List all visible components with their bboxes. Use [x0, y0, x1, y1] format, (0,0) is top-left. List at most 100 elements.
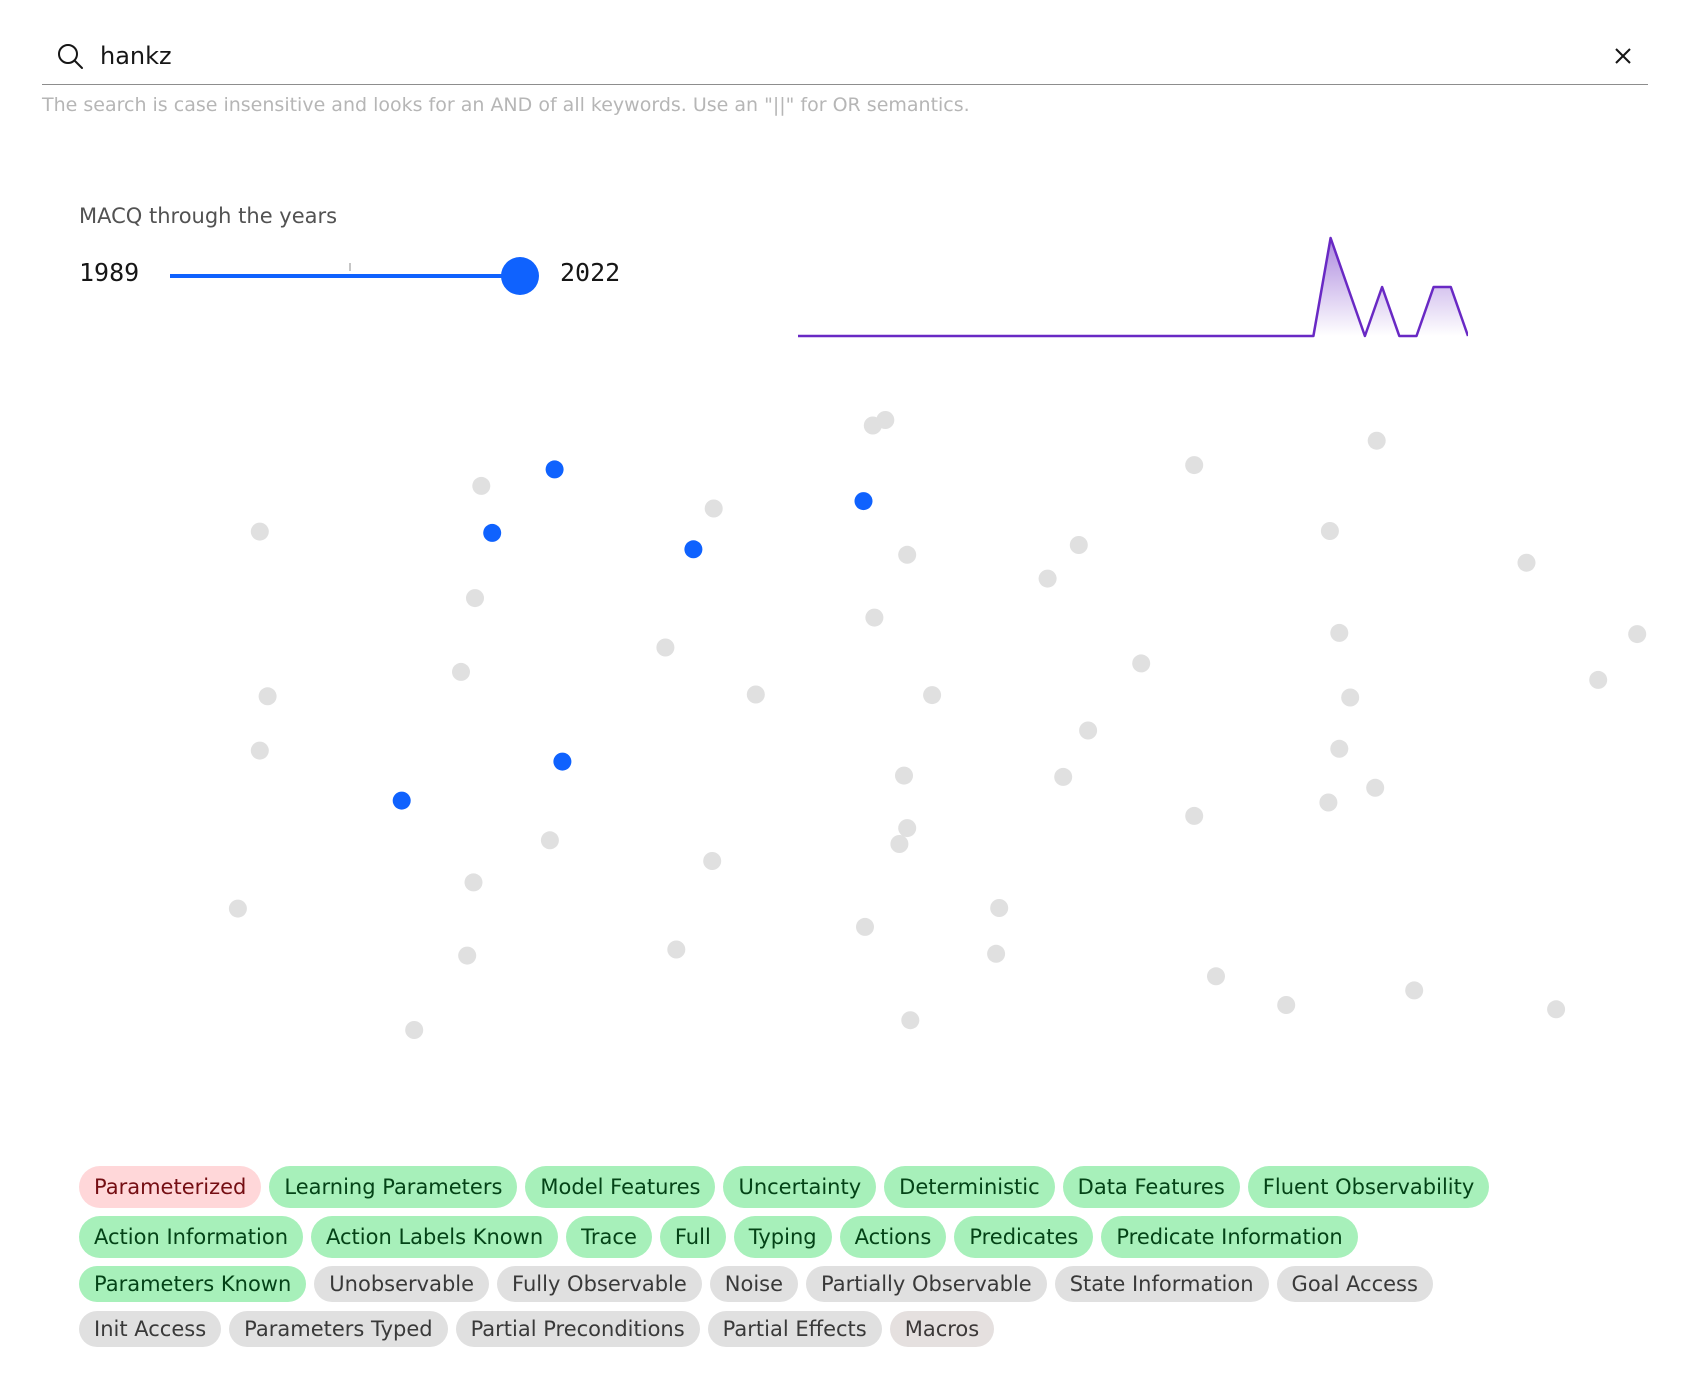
tag-uncertainty[interactable]: Uncertainty [723, 1166, 877, 1208]
search-icon [58, 44, 83, 69]
paper-point[interactable] [1185, 456, 1204, 475]
sparkline-area [798, 238, 1468, 336]
tag-unobservable[interactable]: Unobservable [314, 1266, 490, 1302]
tag-learning-parameters[interactable]: Learning Parameters [269, 1166, 518, 1208]
paper-point[interactable] [890, 835, 909, 853]
paper-point[interactable] [250, 522, 269, 541]
year-max-label: 2022 [560, 258, 621, 287]
paper-point[interactable] [703, 852, 722, 870]
paper-point[interactable] [1366, 778, 1385, 797]
paper-point[interactable] [1319, 793, 1338, 812]
tag-fluent-observability[interactable]: Fluent Observability [1247, 1166, 1490, 1208]
search-bar [42, 28, 1648, 85]
tag-fully-observable[interactable]: Fully Observable [497, 1266, 702, 1302]
tag-predicate-information[interactable]: Predicate Information [1101, 1216, 1358, 1258]
paper-point[interactable] [458, 946, 477, 965]
paper-point[interactable] [923, 686, 942, 705]
paper-point[interactable] [1069, 536, 1088, 554]
paper-point[interactable] [1207, 967, 1225, 986]
paper-point[interactable] [1547, 1000, 1566, 1019]
tag-predicates[interactable]: Predicates [954, 1216, 1094, 1258]
paper-point[interactable] [1330, 623, 1349, 642]
tag-row: Action Information Action Labels Known Tra… [79, 1216, 1679, 1258]
tag-actions[interactable]: Actions [839, 1216, 947, 1258]
paper-point[interactable] [667, 940, 686, 959]
paper-point[interactable] [1079, 721, 1098, 740]
tag-partial-preconditions[interactable]: Partial Preconditions [455, 1311, 700, 1347]
tag-full[interactable]: Full [659, 1216, 726, 1258]
year-slider-handle[interactable] [501, 257, 539, 295]
paper-point[interactable] [250, 741, 269, 760]
paper-point[interactable] [876, 411, 895, 429]
paper-point[interactable] [898, 545, 917, 564]
paper-point[interactable] [898, 819, 917, 838]
tag-model-features[interactable]: Model Features [525, 1166, 716, 1208]
paper-point[interactable] [987, 944, 1006, 963]
year-min-label: 1989 [79, 258, 140, 287]
year-slider-tick [349, 263, 351, 271]
paper-point[interactable] [258, 687, 277, 706]
tag-parameters-typed[interactable]: Parameters Typed [229, 1311, 448, 1347]
paper-point[interactable] [1132, 654, 1151, 673]
paper-point[interactable] [1628, 625, 1647, 644]
paper-point[interactable] [1367, 431, 1386, 450]
tag-row: Parameterized Learning Parameters Model Fe… [79, 1166, 1679, 1208]
tag-data-features[interactable]: Data Features [1062, 1166, 1240, 1208]
paper-point[interactable] [464, 873, 483, 892]
paper-point[interactable] [228, 899, 247, 918]
paper-point[interactable] [895, 766, 913, 785]
tag-action-labels-known[interactable]: Action Labels Known [311, 1216, 559, 1258]
paper-point-highlighted[interactable] [483, 523, 502, 542]
feature-tags: Parameterized Learning Parameters Model Fe… [79, 1166, 1679, 1356]
timeline-title: MACQ through the years [79, 204, 338, 228]
tag-goal-access[interactable]: Goal Access [1276, 1266, 1433, 1302]
search-input[interactable] [100, 36, 1580, 76]
tag-state-information[interactable]: State Information [1054, 1266, 1269, 1302]
paper-point[interactable] [452, 662, 470, 681]
paper-point[interactable] [1320, 522, 1339, 540]
paper-point[interactable] [1517, 553, 1536, 572]
paper-point[interactable] [746, 685, 765, 704]
paper-point-highlighted[interactable] [392, 791, 411, 810]
paper-point-highlighted[interactable] [854, 492, 873, 511]
publications-sparkline [798, 236, 1468, 338]
paper-point[interactable] [704, 499, 723, 518]
sparkline-line [798, 236, 1468, 338]
tag-macros[interactable]: Macros [889, 1311, 995, 1347]
paper-point-highlighted[interactable] [553, 752, 572, 771]
paper-point[interactable] [1054, 767, 1073, 786]
paper-point[interactable] [1185, 806, 1204, 825]
paper-point[interactable] [1330, 739, 1349, 758]
year-slider[interactable] [170, 257, 539, 295]
tag-parameterized[interactable]: Parameterized [79, 1166, 262, 1208]
tag-typing[interactable]: Typing [733, 1216, 832, 1258]
tag-parameters-known[interactable]: Parameters Known [79, 1266, 307, 1302]
paper-point[interactable] [1341, 688, 1360, 707]
tag-deterministic[interactable]: Deterministic [884, 1166, 1055, 1208]
tag-row: Init Access Parameters Typed Partial Preco… [79, 1311, 1679, 1347]
tag-partial-effects[interactable]: Partial Effects [707, 1311, 882, 1347]
tag-partially-observable[interactable]: Partially Observable [806, 1266, 1047, 1302]
paper-point[interactable] [466, 589, 484, 608]
paper-point[interactable] [1277, 996, 1296, 1014]
paper-point[interactable] [865, 608, 884, 627]
paper-point[interactable] [405, 1021, 424, 1039]
paper-point[interactable] [901, 1011, 920, 1030]
paper-point[interactable] [856, 917, 874, 936]
search-helper-text: The search is case insensitive and looks… [42, 94, 970, 116]
paper-point[interactable] [1038, 569, 1057, 588]
paper-point[interactable] [656, 638, 675, 657]
close-icon[interactable] [1610, 43, 1636, 69]
paper-point[interactable] [472, 476, 491, 495]
paper-point[interactable] [540, 831, 559, 850]
papers-scatter-plot [228, 411, 1647, 1039]
tag-trace[interactable]: Trace [566, 1216, 652, 1258]
paper-point-highlighted[interactable] [684, 540, 703, 559]
tag-noise[interactable]: Noise [709, 1266, 799, 1302]
paper-point-highlighted[interactable] [545, 460, 564, 479]
paper-point[interactable] [1405, 981, 1424, 1000]
tag-init-access[interactable]: Init Access [79, 1311, 222, 1347]
tag-action-information[interactable]: Action Information [79, 1216, 304, 1258]
paper-point[interactable] [1589, 670, 1608, 689]
paper-point[interactable] [990, 899, 1009, 917]
